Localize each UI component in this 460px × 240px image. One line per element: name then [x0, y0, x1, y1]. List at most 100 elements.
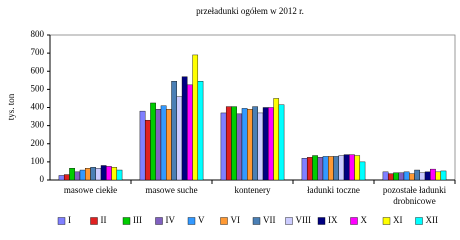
- x-tick-label: masowe suche: [145, 185, 198, 195]
- bar: [111, 167, 118, 181]
- legend-label: V: [198, 215, 205, 225]
- legend-swatch: [317, 217, 326, 225]
- bar: [192, 54, 199, 181]
- bar: [69, 168, 75, 181]
- legend-swatch: [415, 217, 423, 225]
- bar: [268, 107, 274, 181]
- bar: [106, 166, 112, 181]
- x-tick-label: pozostałe ładunki drobnicowe: [382, 185, 447, 206]
- y-tick-label: 500: [31, 83, 45, 93]
- y-tick-label: 600: [31, 65, 45, 75]
- bar: [338, 155, 345, 181]
- y-tick-label: 0: [40, 174, 45, 184]
- bar: [257, 112, 264, 181]
- legend-label: II: [101, 215, 107, 225]
- legend-label: I: [68, 215, 71, 225]
- legend-label: IV: [166, 215, 176, 225]
- bar: [95, 168, 102, 181]
- y-tick-label: 200: [31, 138, 45, 148]
- bar: [398, 172, 405, 181]
- legend-swatch: [187, 217, 196, 225]
- y-tick-label: 100: [31, 156, 45, 166]
- bar: [382, 171, 389, 181]
- legend-swatch: [285, 217, 293, 225]
- x-tick-label: kontenery: [234, 185, 271, 195]
- bar: [333, 156, 339, 181]
- x-tick-label: ładunki toczne: [307, 185, 360, 195]
- legend-label: III: [133, 215, 142, 225]
- bar: [354, 155, 361, 181]
- bar: [430, 168, 436, 181]
- bar: [155, 109, 162, 181]
- bar: [301, 158, 308, 181]
- bar: [278, 104, 285, 181]
- bar: [273, 98, 280, 181]
- bar: [359, 161, 366, 181]
- bar: [312, 155, 318, 181]
- bar: [262, 107, 269, 181]
- bar: [322, 156, 329, 181]
- legend-label: VI: [231, 215, 241, 225]
- legend-swatch: [382, 217, 391, 225]
- bar: [236, 113, 243, 181]
- bar: [171, 81, 177, 181]
- legend-swatch: [57, 217, 66, 225]
- bar: [176, 96, 183, 181]
- legend-label: VIII: [296, 215, 312, 225]
- bar: [160, 105, 167, 181]
- bar: [220, 112, 227, 181]
- bar: [74, 171, 81, 181]
- bar: [435, 171, 442, 181]
- legend-label: X: [361, 215, 368, 225]
- bar: [187, 84, 193, 181]
- bar: [343, 154, 350, 181]
- bar: [231, 106, 237, 181]
- legend-swatch: [90, 217, 98, 225]
- legend-swatch: [155, 217, 163, 225]
- bar: [166, 109, 172, 181]
- bar: [58, 175, 65, 181]
- bar: [139, 110, 146, 181]
- bar: [100, 165, 107, 181]
- bar: [225, 106, 232, 181]
- y-tick-label: 800: [31, 29, 45, 39]
- legend-swatch: [220, 217, 228, 225]
- bar: [306, 157, 313, 181]
- legend-swatch: [350, 217, 358, 225]
- y-tick-label: 400: [31, 102, 45, 112]
- bar: [144, 119, 151, 181]
- bar: [440, 170, 447, 181]
- legend-label: VII: [263, 215, 276, 225]
- bar: [403, 171, 410, 181]
- bar: [241, 108, 248, 181]
- x-tick-label: masowe ciekłe: [63, 185, 118, 195]
- bar: [317, 157, 324, 181]
- bar: [197, 81, 204, 181]
- legend-label: XI: [393, 215, 403, 225]
- bar: [409, 173, 415, 181]
- legend-swatch: [252, 217, 261, 225]
- y-axis-label: tys. ton: [6, 93, 16, 120]
- bar: [247, 109, 253, 181]
- y-tick-label: 700: [31, 47, 45, 57]
- bar: [79, 169, 86, 181]
- bar: [90, 167, 96, 181]
- bar: [419, 172, 426, 181]
- y-tick-label: 300: [31, 120, 45, 130]
- bar: [116, 169, 123, 181]
- bar: [63, 174, 70, 181]
- bar: [424, 171, 431, 181]
- legend-label: IX: [328, 215, 338, 225]
- bar: [328, 156, 334, 181]
- bar: [150, 102, 156, 181]
- bar: [393, 172, 399, 181]
- bar: [252, 106, 258, 181]
- bar: [414, 169, 420, 181]
- legend-swatch: [122, 217, 131, 225]
- chart-title: przeładunki ogółem w 2012 r.: [196, 6, 304, 16]
- bar: [349, 154, 355, 181]
- bar: [85, 168, 91, 181]
- bar: [181, 76, 188, 181]
